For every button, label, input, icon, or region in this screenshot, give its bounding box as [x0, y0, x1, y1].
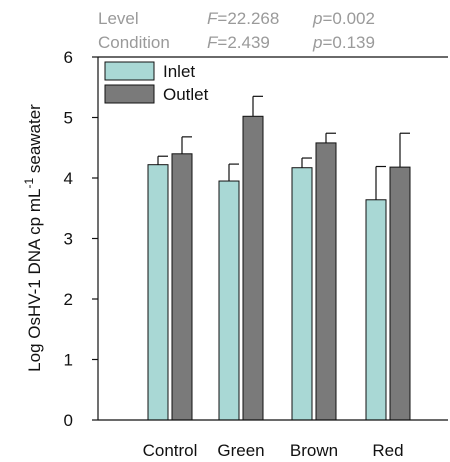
bar-inlet-green	[218, 180, 240, 421]
y-tick-label-4: 4	[64, 169, 73, 188]
bar-outlet-green	[242, 115, 264, 421]
bar-outlet-brown	[315, 142, 337, 421]
stat-condition-p: p=0.139	[312, 33, 375, 52]
bars-layer	[147, 95, 411, 421]
x-tick-label-green: Green	[217, 441, 264, 460]
stat-level-p: p=0.002	[312, 9, 375, 28]
legend: Inlet Outlet	[104, 61, 209, 104]
stat-level-f: F=22.268	[207, 9, 279, 28]
x-tick-label-red: Red	[372, 441, 403, 460]
bar-inlet-control	[147, 164, 169, 421]
y-tick-label-0: 0	[64, 411, 73, 430]
axis-layer: Control Green Brown Red 0 1 2 3 4 5 6	[64, 48, 448, 460]
stats-block: Level F=22.268 p=0.002 Condition F=2.439…	[98, 9, 375, 52]
y-tick-label-1: 1	[64, 351, 73, 370]
legend-label-outlet: Outlet	[163, 85, 209, 104]
bar-inlet-red	[365, 199, 387, 421]
x-tick-label-control: Control	[143, 441, 198, 460]
stat-condition-label: Condition	[98, 33, 170, 52]
x-tick-label-brown: Brown	[290, 441, 338, 460]
legend-swatch-outlet	[104, 84, 155, 104]
y-tick-label-5: 5	[64, 109, 73, 128]
legend-swatch-inlet	[104, 61, 155, 81]
stat-condition-f: F=2.439	[207, 33, 270, 52]
bar-outlet-control	[171, 153, 193, 421]
y-tick-label-6: 6	[64, 48, 73, 67]
y-tick-label-3: 3	[64, 230, 73, 249]
y-tick-label-2: 2	[64, 290, 73, 309]
stat-level-label: Level	[98, 9, 139, 28]
legend-label-inlet: Inlet	[163, 62, 195, 81]
bar-outlet-red	[389, 166, 411, 421]
y-axis-title: Log OsHV-1 DNA cp mL-1 seawater	[22, 104, 44, 372]
bar-inlet-brown	[291, 167, 313, 421]
